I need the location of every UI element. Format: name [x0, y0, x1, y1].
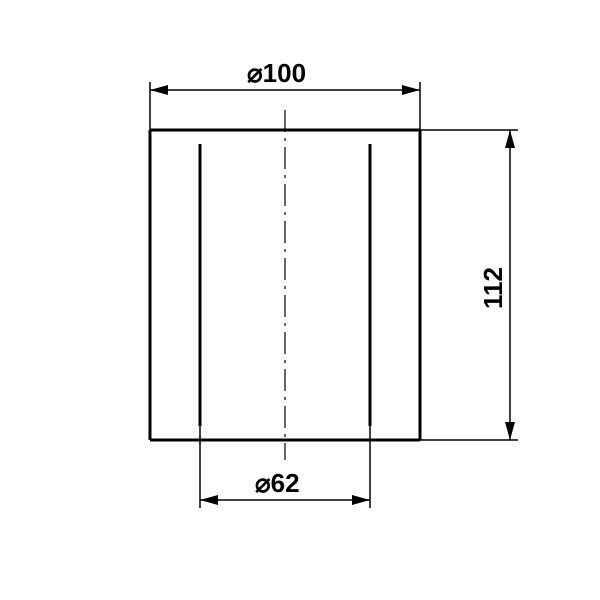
dim-label-bottom: ⌀62: [255, 468, 300, 498]
dim-label-top: ⌀100: [247, 58, 306, 88]
dim-label-right: 112: [478, 267, 508, 309]
technical-drawing: ⌀100 ⌀62 112: [0, 0, 600, 600]
